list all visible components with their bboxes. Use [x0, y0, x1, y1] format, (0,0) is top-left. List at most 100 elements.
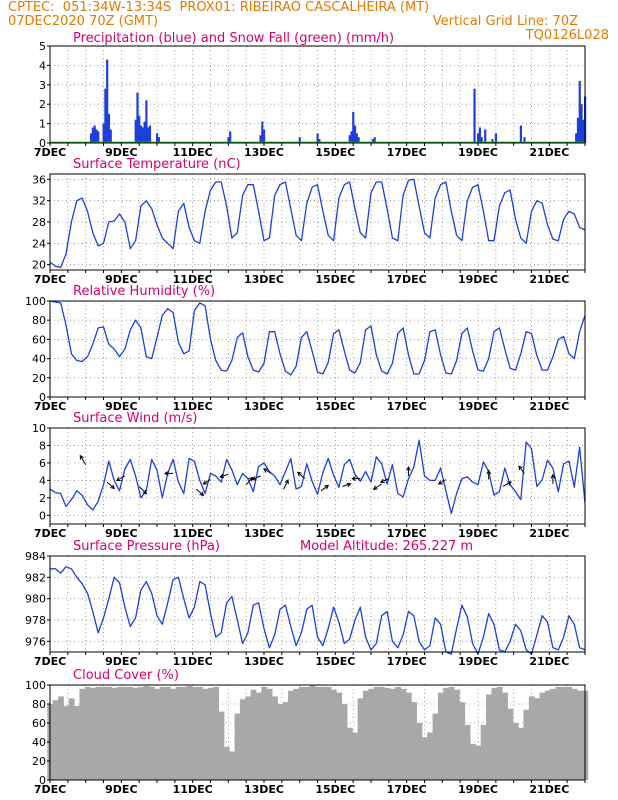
wind-arrowhead — [297, 471, 302, 477]
x-tick-label: 21DEC — [529, 527, 569, 540]
y-tick-label: 32 — [32, 195, 46, 208]
x-tick-label: 15DEC — [315, 146, 355, 159]
wind-arrowhead — [324, 484, 330, 490]
cloud-bar — [421, 737, 428, 780]
x-tick-label: 19DEC — [458, 400, 498, 413]
wind-arrow — [380, 478, 390, 483]
cloud-bar — [432, 713, 439, 780]
panel-annotation: Model Altitude: 265.227 m — [300, 539, 473, 554]
cloud-bar — [298, 686, 305, 780]
wind-arrowhead — [346, 482, 352, 488]
cloud-bar — [443, 687, 450, 780]
series-line — [49, 300, 586, 376]
cloud-bar — [250, 689, 257, 780]
cloud-bar — [560, 686, 567, 780]
x-tick-label: 17DEC — [387, 400, 427, 413]
cloud-bar — [411, 702, 417, 780]
cloud-bar — [357, 698, 364, 780]
x-tick-label: 15DEC — [315, 783, 355, 796]
cloud-bar — [223, 746, 230, 780]
y-tick-label: 80 — [32, 698, 46, 711]
wind-arrowhead — [263, 468, 268, 473]
wind-arrowhead — [406, 465, 411, 471]
wind-arrow — [195, 488, 204, 496]
wind-arrow — [502, 481, 512, 487]
precip-bar — [478, 127, 481, 143]
wind-arrowhead — [202, 480, 208, 485]
cloud-bar — [100, 686, 107, 780]
precip-bar — [148, 125, 152, 143]
cloud-bar — [197, 686, 203, 780]
cloud-bar — [469, 743, 476, 780]
y-tick-label: 100 — [25, 679, 46, 692]
cloud-bar — [159, 686, 166, 780]
wind-arrow — [518, 465, 525, 474]
cloud-bar — [523, 709, 530, 780]
y-tick-label: 0 — [39, 509, 46, 522]
cloud-bar — [143, 685, 150, 780]
cloud-bar — [437, 692, 444, 780]
x-tick-label: 11DEC — [173, 527, 213, 540]
cloud-bar — [170, 688, 177, 780]
cloud-bar — [309, 685, 316, 780]
cloud-bar — [84, 686, 91, 780]
x-tick-label: 21DEC — [529, 146, 569, 159]
precip-bar — [107, 113, 111, 143]
y-tick-label: 20 — [32, 372, 46, 385]
header-date: 07DEC2020 70Z (GMT) — [8, 14, 159, 29]
precip-bar — [318, 139, 321, 143]
x-tick-label: 17DEC — [387, 527, 427, 540]
x-tick-label: 17DEC — [387, 146, 427, 159]
cloud-bar — [566, 686, 573, 780]
precip-bar — [298, 137, 301, 143]
cloud-bar — [255, 692, 262, 780]
cloud-bar — [148, 686, 155, 780]
precip-bar — [147, 127, 150, 143]
series-line — [49, 439, 586, 515]
cloud-bar — [502, 692, 508, 780]
precip-bar — [353, 125, 357, 143]
y-tick-label: 20 — [32, 755, 46, 768]
precip-bar — [261, 121, 264, 143]
cloud-bar — [277, 704, 284, 780]
cloud-bar — [95, 686, 102, 780]
x-tick-label: 19DEC — [458, 783, 498, 796]
cloud-bar — [459, 702, 466, 780]
cloud-bar — [239, 699, 246, 780]
precip-bar — [477, 133, 480, 143]
cloud-bar — [234, 713, 241, 780]
y-tick-label: 6 — [39, 457, 46, 470]
y-tick-label: 8 — [39, 439, 46, 452]
precip-bar — [136, 92, 139, 143]
x-tick-label: 9DEC — [105, 527, 137, 540]
y-tick-label: 3 — [39, 79, 46, 92]
wind-arrow — [438, 479, 447, 485]
x-tick-label: 15DEC — [315, 400, 355, 413]
panel-2: 20 24 28 32 36 7DEC 9DEC 11DEC 13DEC 15DEC 17DEC 19… — [32, 157, 586, 286]
x-tick-label: 13DEC — [244, 655, 284, 668]
cloud-bar — [453, 689, 460, 780]
cloud-bar — [330, 689, 337, 780]
cloud-bar — [288, 690, 294, 780]
y-tick-label: 100 — [25, 295, 46, 308]
wind-arrowhead — [284, 479, 289, 485]
cloud-bar — [186, 685, 193, 780]
cloud-bar — [68, 698, 75, 780]
x-tick-label: 11DEC — [173, 146, 213, 159]
cloud-bar — [181, 686, 187, 780]
x-tick-label: 13DEC — [244, 146, 284, 159]
cloud-bar — [544, 690, 551, 780]
panel-3: 0 20 40 60 80 100 7DEC 9DEC 11DEC 13DEC 15DEC 17DEC… — [25, 284, 586, 413]
x-tick-label: 15DEC — [315, 273, 355, 286]
series-line — [49, 178, 586, 268]
cloud-bar — [314, 686, 321, 780]
cloud-bar — [491, 687, 498, 780]
precip-bar — [578, 80, 581, 143]
y-tick-label: 10 — [32, 422, 46, 435]
panel-4: 0 2 4 6 8 10 7DEC 9DEC 11DEC 13DEC 15DEC 17DEC 19DEC… — [32, 411, 586, 540]
x-tick-label: 7DEC — [34, 655, 66, 668]
cloud-bar — [132, 687, 139, 780]
wind-arrow — [203, 479, 211, 485]
panel-title: Precipitation (blue) and Snow Fall (gree… — [73, 31, 394, 46]
x-tick-label: 17DEC — [387, 655, 427, 668]
